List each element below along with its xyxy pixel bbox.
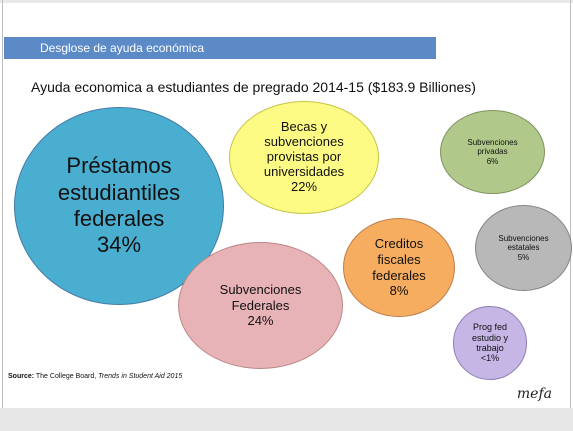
footer-bar [0, 408, 573, 431]
bubble-federal-grants: Subvenciones Federales 24% [178, 242, 343, 369]
bubble-federal-work-study: Prog fed estudio y trabajo <1% [453, 306, 527, 380]
source-label: Source: [8, 373, 35, 380]
mefa-logo: mefa [516, 386, 552, 402]
bubble-state-grants: Subvenciones estatales 5% [475, 205, 572, 291]
top-border [0, 0, 573, 3]
right-border [570, 0, 571, 431]
header-bar [4, 37, 436, 59]
header-title: Desglose de ayuda económica [40, 41, 205, 55]
source-note: Source: The College Board, Trends in Stu… [8, 373, 182, 380]
slide-subtitle: Ayuda economica a estudiantes de pregrad… [31, 79, 476, 95]
bubble-university-grants: Becas y subvenciones provistas por unive… [229, 101, 379, 214]
source-publisher: The College Board, [35, 373, 97, 380]
source-publication: Trends in Student Aid 2015 [98, 373, 183, 380]
bubble-private-grants: Subvenciones privadas 6% [440, 110, 545, 194]
bubble-federal-tax-credits: Creditos fiscales federales 8% [343, 218, 455, 317]
left-border [2, 0, 3, 431]
